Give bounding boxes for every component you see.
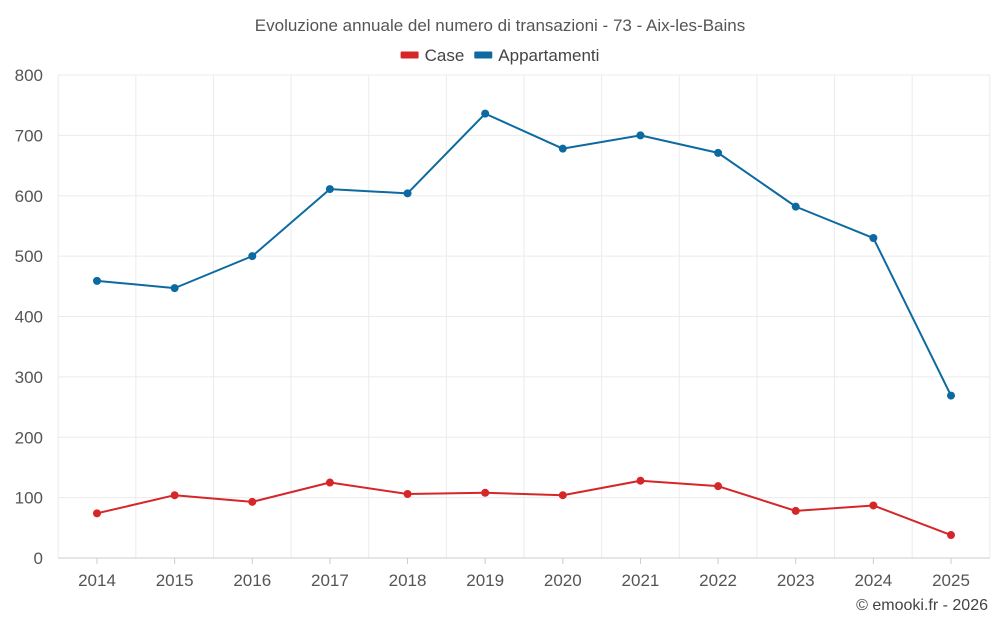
data-point-appartamenti[interactable] — [170, 284, 179, 293]
y-tick-label: 100 — [15, 489, 43, 508]
y-tick-label: 800 — [15, 66, 43, 85]
data-point-case[interactable] — [403, 490, 412, 499]
data-point-case[interactable] — [558, 491, 567, 500]
data-point-case[interactable] — [869, 501, 878, 510]
data-point-case[interactable] — [325, 478, 334, 487]
x-tick-label: 2015 — [156, 571, 194, 590]
legend-label: Appartamenti — [498, 46, 599, 65]
x-tick-label: 2019 — [466, 571, 504, 590]
series-line-appartamenti — [96, 112, 952, 397]
data-point-case[interactable] — [714, 482, 723, 491]
x-tick-label: 2017 — [311, 571, 349, 590]
data-point-case[interactable] — [636, 476, 645, 485]
y-tick-label: 0 — [34, 549, 43, 568]
data-point-appartamenti[interactable] — [714, 148, 723, 157]
x-tick-label: 2021 — [622, 571, 660, 590]
data-point-case[interactable] — [170, 491, 179, 500]
data-point-appartamenti[interactable] — [869, 234, 878, 243]
x-axis: 2014 2015 2016 2017 2018 2019 2020 2021 2022 2023… — [78, 558, 970, 590]
series-line-case — [96, 479, 952, 536]
grid — [57, 74, 991, 559]
data-point-appartamenti[interactable] — [403, 189, 412, 198]
series-case — [93, 476, 955, 540]
data-point-appartamenti[interactable] — [481, 109, 490, 118]
legend-label: Case — [425, 46, 465, 65]
data-point-appartamenti[interactable] — [325, 185, 334, 194]
data-point-appartamenti[interactable] — [558, 144, 567, 153]
legend-swatch — [400, 51, 419, 59]
y-tick-label: 500 — [15, 247, 43, 266]
data-point-appartamenti[interactable] — [636, 131, 645, 140]
x-tick-label: 2022 — [699, 571, 737, 590]
x-tick-label: 2018 — [389, 571, 427, 590]
y-tick-label: 400 — [15, 308, 43, 327]
x-tick-label: 2025 — [932, 571, 970, 590]
chart-title: Evoluzione annuale del numero di transaz… — [255, 16, 745, 35]
x-tick-label: 2016 — [233, 571, 271, 590]
data-point-case[interactable] — [481, 488, 490, 497]
data-point-case[interactable] — [93, 509, 101, 518]
x-tick-label: 2023 — [777, 571, 815, 590]
x-tick-label: 2014 — [78, 571, 116, 590]
legend-item-appartamenti[interactable]: Appartamenti — [474, 46, 599, 65]
x-tick-label: 2020 — [544, 571, 582, 590]
data-point-case[interactable] — [791, 506, 800, 515]
data-point-appartamenti[interactable] — [93, 276, 101, 285]
legend-swatch — [474, 51, 493, 59]
data-point-case[interactable] — [248, 497, 257, 506]
data-point-appartamenti[interactable] — [791, 202, 800, 211]
y-tick-label: 300 — [15, 368, 43, 387]
data-point-appartamenti[interactable] — [248, 252, 257, 261]
data-point-case[interactable] — [947, 531, 955, 540]
series-appartamenti — [93, 109, 955, 400]
legend-item-case[interactable]: Case — [400, 46, 465, 65]
credit-label: © emooki.fr - 2026 — [856, 597, 988, 614]
series — [93, 109, 955, 540]
y-tick-label: 200 — [15, 428, 43, 447]
y-axis: 0 100 200 300 400 500 600 700 800 — [15, 66, 43, 568]
x-tick-label: 2024 — [854, 571, 892, 590]
legend: Case Appartamenti — [400, 46, 599, 65]
y-tick-label: 600 — [15, 187, 43, 206]
data-point-appartamenti[interactable] — [947, 391, 955, 400]
y-tick-label: 700 — [15, 126, 43, 145]
